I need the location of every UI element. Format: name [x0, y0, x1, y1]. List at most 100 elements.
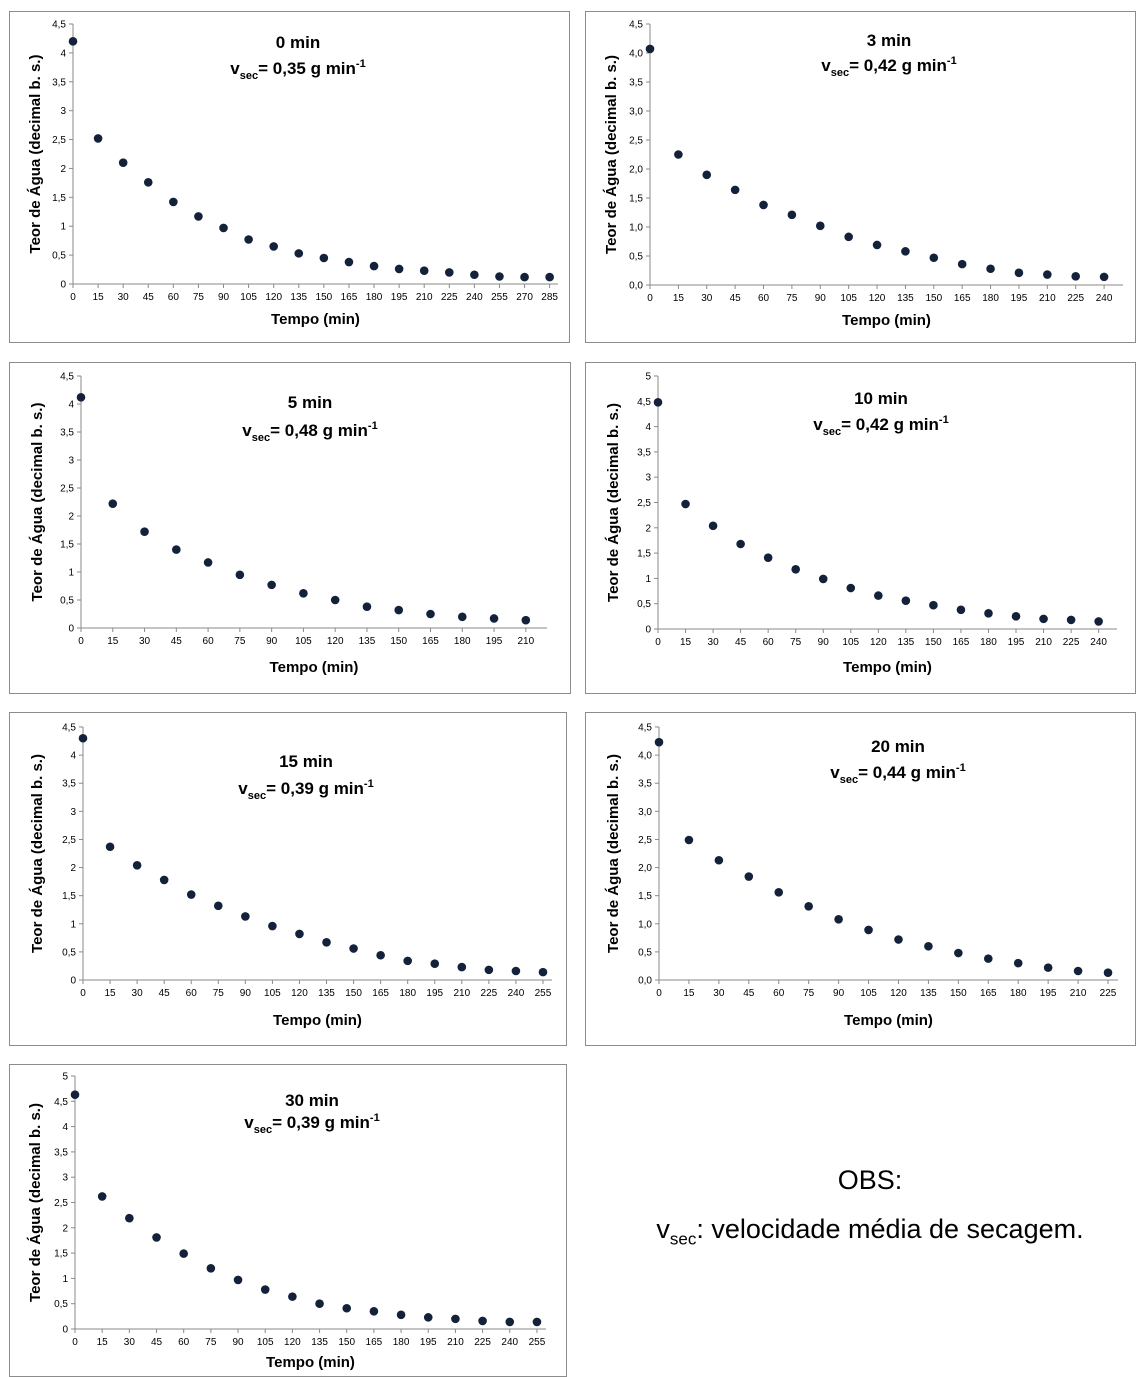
x-tick-label: 270: [516, 292, 533, 303]
data-point: [1103, 968, 1113, 977]
data-point: [299, 588, 308, 598]
data-point: [295, 929, 304, 939]
x-tick-label: 285: [541, 292, 558, 303]
data-point: [203, 558, 213, 567]
y-tick-label: 0,0: [638, 976, 652, 987]
chart-svg: 0,0 0,5 1,0 1,5 2,0 2,5 3,0 3,5 4,0 4,5 0 15 30 45 60 7…: [603, 20, 1123, 329]
x-tick-label: 210: [453, 988, 470, 999]
data-point: [744, 872, 754, 881]
rate-label: vsec= 0,48 g min-1: [242, 420, 377, 444]
data-point: [505, 1317, 515, 1327]
y-axis-label: Teor de Água (decimal b. s.): [29, 403, 46, 602]
rate-value: = 0,35 g min: [258, 59, 356, 78]
chart-panel-10min: 0 0,5 1 1,5 2 2,5 3 3,5 4 4,5 5 0 15 30 45 60 75 90 105 120…: [585, 362, 1136, 694]
data-point: [470, 270, 479, 280]
data-point: [186, 890, 196, 899]
data-point: [954, 948, 963, 958]
data-point: [645, 44, 655, 54]
y-tick-label: 3,0: [638, 807, 652, 818]
y-tick-label: 2,5: [60, 484, 74, 495]
x-tick-label: 225: [1063, 637, 1080, 648]
x-tick-label: 45: [151, 1337, 163, 1348]
x-tick-label: 75: [803, 988, 815, 999]
data-point: [1066, 615, 1076, 625]
data-point: [179, 1249, 188, 1258]
data-point: [1039, 614, 1048, 624]
x-tick-label: 30: [701, 293, 713, 304]
rate-symbol: v: [244, 1113, 254, 1132]
x-tick-label: 0: [70, 292, 76, 303]
y-tick-label: 4,5: [54, 1097, 68, 1108]
data-point: [956, 605, 966, 615]
x-tick-label: 45: [735, 637, 747, 648]
y-tick-label: 4,5: [52, 20, 66, 31]
x-tick-label: 90: [833, 988, 845, 999]
rate-value: = 0,48 g min: [270, 421, 368, 440]
data-point: [152, 1233, 161, 1242]
y-tick-label: 1,0: [629, 223, 643, 234]
data-point: [457, 962, 467, 972]
data-point: [924, 941, 933, 951]
data-point: [108, 499, 118, 508]
data-point: [730, 185, 740, 195]
y-axis-label: Teor de Água (decimal b. s.): [27, 1103, 44, 1302]
data-point: [1043, 963, 1053, 972]
x-tick-label: 105: [264, 988, 281, 999]
rate-value: = 0,44 g min: [858, 763, 956, 782]
rate-subscript: sec: [240, 70, 258, 82]
y-tick-label: 0: [62, 1325, 68, 1336]
data-point: [1071, 272, 1080, 281]
chart-panel-20min: 0,0 0,5 1,0 1,5 2,0 2,5 3,0 3,5 4,0 4,5 0 15 30 45 60 7…: [585, 712, 1136, 1046]
data-point: [172, 545, 181, 554]
x-tick-label: 150: [345, 988, 362, 999]
y-tick-label: 5: [645, 372, 651, 383]
chart-title: 20 min: [871, 737, 925, 756]
note-text: : velocidade média de secagem.: [696, 1214, 1084, 1244]
x-tick-label: 135: [359, 636, 376, 647]
rate-symbol: v: [821, 56, 831, 75]
x-tick-label: 30: [139, 636, 151, 647]
data-point: [708, 521, 718, 531]
x-tick-label: 105: [240, 292, 257, 303]
data-point: [233, 1275, 243, 1285]
x-tick-label: 210: [416, 292, 433, 303]
data-point: [159, 875, 169, 885]
y-tick-label: 1: [645, 574, 651, 585]
chart-title: 10 min: [854, 389, 908, 408]
data-point: [349, 944, 358, 953]
note-title: OBS:: [837, 1165, 903, 1195]
chart-title: 30 min: [285, 1091, 339, 1110]
x-tick-label: 180: [393, 1337, 410, 1348]
data-point: [394, 605, 404, 615]
rate-superscript: -1: [356, 58, 366, 70]
x-tick-label: 180: [454, 636, 471, 647]
x-tick-label: 150: [925, 293, 942, 304]
y-tick-label: 4: [60, 48, 66, 59]
x-tick-label: 0: [80, 988, 86, 999]
x-tick-label: 195: [486, 636, 503, 647]
x-tick-label: 195: [426, 988, 443, 999]
x-tick-label: 30: [124, 1337, 136, 1348]
chart-title: 3 min: [867, 31, 911, 50]
rate-subscript: sec: [254, 1124, 272, 1136]
x-tick-label: 165: [422, 636, 439, 647]
data-point: [929, 600, 938, 610]
data-point: [169, 197, 178, 207]
rate-label: vsec= 0,39 g min-1: [244, 1112, 379, 1136]
chart-panel-30min: 0 0,5 1 1,5 2 2,5 3 3,5 4 4,5 5 0 15 30 45 60 75 90 105 120…: [9, 1064, 567, 1377]
y-tick-label: 3: [645, 473, 651, 484]
note-symbol: v: [656, 1214, 670, 1244]
x-tick-label: 90: [266, 636, 278, 647]
x-tick-label: 45: [143, 292, 155, 303]
data-point: [403, 956, 412, 966]
data-point: [957, 259, 967, 269]
x-tick-label: 180: [399, 988, 416, 999]
x-tick-label: 180: [980, 637, 997, 648]
data-point: [70, 1090, 80, 1100]
y-tick-label: 4,5: [62, 723, 76, 734]
x-tick-label: 0: [78, 636, 84, 647]
x-tick-label: 195: [420, 1337, 437, 1348]
data-point: [834, 914, 843, 924]
x-tick-label: 105: [860, 988, 877, 999]
data-point: [521, 615, 531, 625]
